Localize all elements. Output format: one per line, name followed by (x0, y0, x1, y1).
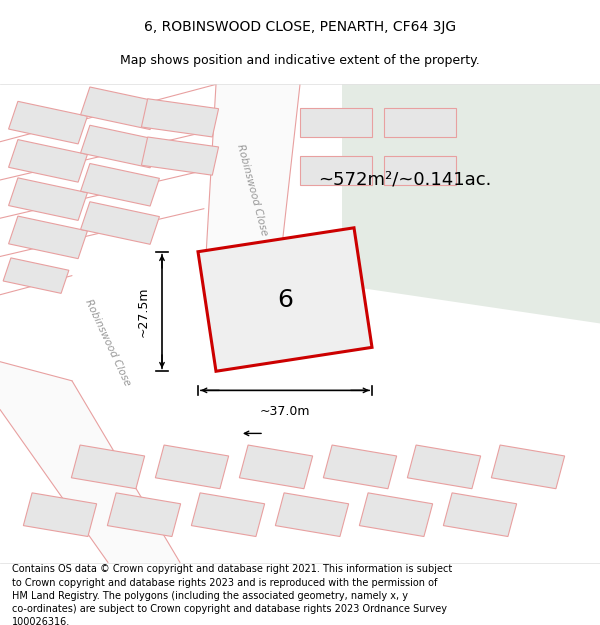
Polygon shape (3, 258, 69, 293)
Polygon shape (142, 99, 218, 137)
Polygon shape (191, 493, 265, 536)
Polygon shape (155, 445, 229, 489)
Polygon shape (0, 362, 180, 562)
Text: ~572m²/~0.141ac.: ~572m²/~0.141ac. (318, 171, 491, 189)
Polygon shape (300, 156, 372, 185)
Polygon shape (80, 202, 160, 244)
Polygon shape (491, 445, 565, 489)
Polygon shape (204, 84, 300, 299)
Text: Contains OS data © Crown copyright and database right 2021. This information is : Contains OS data © Crown copyright and d… (12, 564, 452, 625)
Text: Robinswood Close: Robinswood Close (235, 142, 269, 236)
Polygon shape (107, 493, 181, 536)
Polygon shape (407, 445, 481, 489)
Text: 6, ROBINSWOOD CLOSE, PENARTH, CF64 3JG: 6, ROBINSWOOD CLOSE, PENARTH, CF64 3JG (144, 20, 456, 34)
Polygon shape (80, 164, 160, 206)
Polygon shape (8, 101, 88, 144)
Polygon shape (384, 108, 456, 137)
Text: ~37.0m: ~37.0m (260, 405, 310, 418)
Polygon shape (323, 445, 397, 489)
Polygon shape (71, 445, 145, 489)
Polygon shape (80, 125, 160, 168)
Text: 6: 6 (277, 288, 293, 311)
Text: ~27.5m: ~27.5m (137, 286, 150, 337)
Polygon shape (80, 87, 160, 129)
Polygon shape (359, 493, 433, 536)
Polygon shape (198, 228, 372, 371)
Text: Map shows position and indicative extent of the property.: Map shows position and indicative extent… (120, 54, 480, 68)
Polygon shape (275, 493, 349, 536)
Polygon shape (300, 108, 372, 137)
Polygon shape (8, 139, 88, 182)
Polygon shape (443, 493, 517, 536)
Polygon shape (342, 84, 600, 324)
Polygon shape (239, 445, 313, 489)
Polygon shape (142, 137, 218, 175)
Polygon shape (8, 216, 88, 259)
Text: Robinswood Close: Robinswood Close (83, 298, 133, 388)
Polygon shape (23, 493, 97, 536)
Polygon shape (384, 156, 456, 185)
Polygon shape (8, 178, 88, 221)
